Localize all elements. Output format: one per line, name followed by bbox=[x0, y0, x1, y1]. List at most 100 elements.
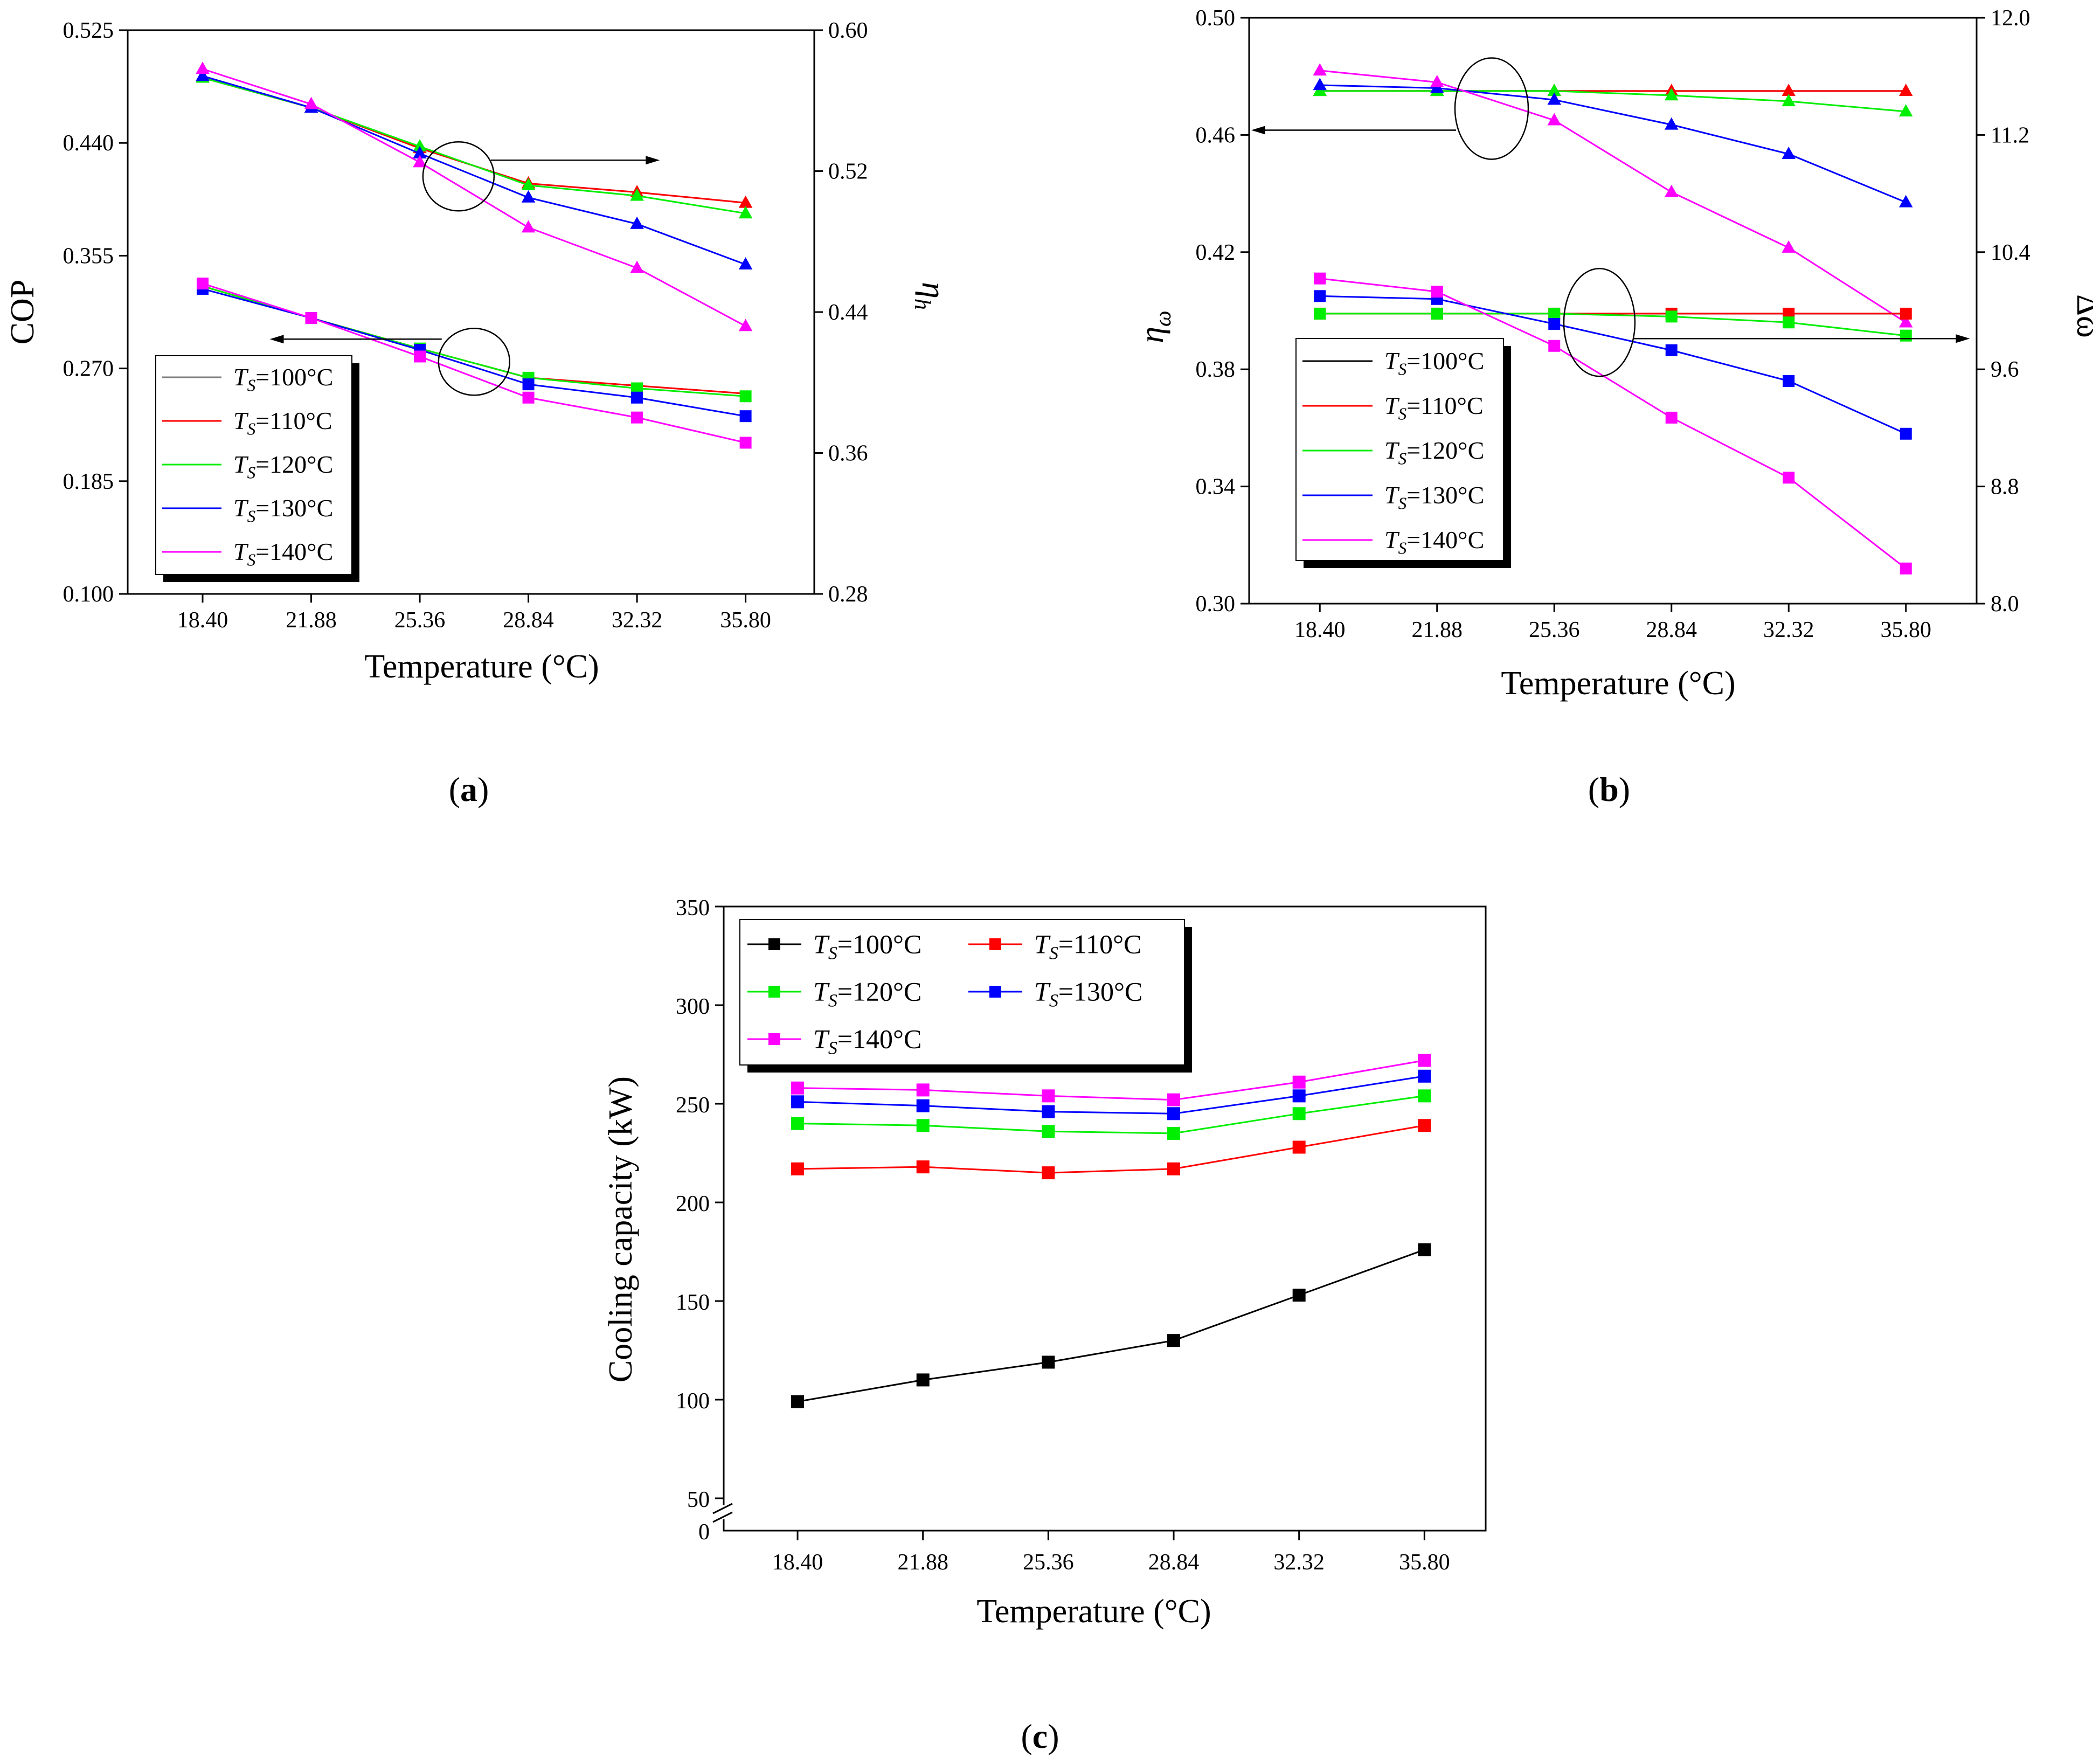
series-marker-7 bbox=[630, 188, 644, 201]
x-tick-label: 32.32 bbox=[1763, 618, 1814, 642]
legend-sub-0: S bbox=[1398, 359, 1407, 378]
axis-break-mark bbox=[712, 1511, 733, 1523]
legend-label-2: TS=120°C bbox=[1384, 437, 1484, 468]
y-left-tick-label: 0.100 bbox=[63, 582, 114, 607]
series-marker-4 bbox=[1430, 74, 1444, 87]
series-line-3 bbox=[798, 1075, 1425, 1115]
y-left-axis-eta: η bbox=[1134, 327, 1170, 343]
series-marker-9 bbox=[196, 61, 210, 74]
legend-t-3: T bbox=[1384, 481, 1400, 509]
series-marker-4 bbox=[1782, 240, 1796, 253]
y-right-tick-label: 8.0 bbox=[1991, 592, 2019, 617]
y-right-tick-label: 0.36 bbox=[828, 441, 868, 466]
x-tick-label: 18.40 bbox=[177, 608, 228, 633]
series-marker-1 bbox=[1782, 84, 1796, 96]
legend-sub-0: S bbox=[247, 376, 256, 395]
legend-label-0: TS=100°C bbox=[233, 363, 333, 395]
legend-marker-0 bbox=[768, 938, 780, 950]
series-marker-9 bbox=[1431, 286, 1443, 298]
series-marker-3 bbox=[739, 410, 752, 423]
annotation-arrow-head bbox=[1956, 334, 1970, 343]
series-marker-1 bbox=[1167, 1162, 1181, 1175]
series-marker-3 bbox=[1782, 147, 1796, 159]
y-left-tick-label: 0.355 bbox=[63, 244, 114, 268]
y-left-axis-label: ηω bbox=[1134, 310, 1176, 343]
y-left-axis-label: COP bbox=[4, 280, 41, 345]
x-tick-label: 18.40 bbox=[772, 1550, 823, 1575]
y-tick-label: 100 bbox=[676, 1389, 710, 1414]
y-right-tick-label: 8.8 bbox=[1991, 475, 2019, 500]
x-axis-label: Temperature (°C) bbox=[976, 1593, 1211, 1630]
x-tick-label: 21.88 bbox=[897, 1550, 948, 1575]
series-marker-3 bbox=[1042, 1105, 1055, 1118]
legend-label-4: TS=140°C bbox=[233, 538, 333, 569]
series-marker-9 bbox=[630, 260, 644, 273]
x-tick-label: 21.88 bbox=[286, 608, 337, 633]
legend-t-2: T bbox=[813, 977, 830, 1007]
series-marker-4 bbox=[1313, 63, 1327, 76]
legend-rest-0: =100°C bbox=[255, 363, 333, 391]
series-marker-8 bbox=[521, 190, 536, 203]
legend-rest-4: =140°C bbox=[255, 538, 333, 565]
y-left-tick-label: 0.270 bbox=[63, 357, 114, 382]
y-tick-label: 50 bbox=[687, 1488, 710, 1512]
legend-t-3: T bbox=[1034, 977, 1051, 1007]
series-marker-4 bbox=[305, 312, 317, 324]
series-marker-2 bbox=[1292, 1107, 1306, 1120]
legend-sub-0: S bbox=[828, 944, 837, 964]
series-marker-2 bbox=[739, 390, 752, 403]
x-tick-label: 28.84 bbox=[503, 608, 554, 633]
series-marker-3 bbox=[1313, 78, 1327, 91]
series-marker-9 bbox=[1548, 340, 1561, 352]
y-tick-label: 150 bbox=[676, 1290, 710, 1315]
legend-t-1: T bbox=[1034, 929, 1051, 959]
y-right-tick-label: 9.6 bbox=[1991, 357, 2019, 382]
series-marker-2 bbox=[791, 1117, 805, 1130]
series-marker-9 bbox=[1900, 562, 1912, 575]
legend-sub-1: S bbox=[247, 419, 256, 438]
series-marker-8 bbox=[738, 257, 753, 269]
legend-t-1: T bbox=[233, 407, 249, 434]
series-marker-7 bbox=[1314, 307, 1326, 320]
y-right-tick-label: 0.44 bbox=[828, 300, 868, 325]
panel-c-open: ( bbox=[1021, 1717, 1032, 1755]
y-right-axis-label: Δω bbox=[2070, 294, 2093, 338]
legend-t-2: T bbox=[1384, 437, 1400, 464]
series-marker-7 bbox=[1900, 329, 1912, 342]
x-tick-label: 25.36 bbox=[1529, 618, 1580, 642]
series-marker-9 bbox=[304, 96, 318, 109]
series-marker-3 bbox=[1664, 117, 1679, 130]
series-line-1 bbox=[798, 1124, 1425, 1174]
series-marker-7 bbox=[1783, 316, 1795, 329]
legend-sub-1: S bbox=[1049, 944, 1058, 964]
legend-marker-1 bbox=[989, 938, 1001, 950]
legend-label-4: TS=140°C bbox=[813, 1024, 921, 1059]
series-marker-1 bbox=[1042, 1166, 1055, 1180]
legend-label-0: TS=100°C bbox=[813, 929, 921, 964]
annotation-arrow-head bbox=[269, 335, 284, 344]
legend-rest-1: =110°C bbox=[1058, 929, 1142, 959]
series-marker-4 bbox=[196, 278, 209, 290]
legend-t-0: T bbox=[813, 929, 830, 959]
series-marker-3 bbox=[1167, 1107, 1181, 1120]
series-marker-2 bbox=[1898, 104, 1913, 117]
y-left-tick-label: 0.50 bbox=[1196, 6, 1236, 31]
y-right-tick-label: 0.28 bbox=[828, 582, 868, 607]
series-marker-4 bbox=[916, 1083, 930, 1097]
series-marker-0 bbox=[1292, 1289, 1306, 1302]
series-marker-4 bbox=[1898, 315, 1913, 328]
series-line-7 bbox=[1320, 313, 1906, 337]
legend-rest-2: =120°C bbox=[837, 977, 922, 1007]
x-tick-label: 28.84 bbox=[1148, 1550, 1200, 1575]
y-tick-label: 250 bbox=[676, 1093, 710, 1118]
legend-sub-4: S bbox=[828, 1039, 837, 1059]
series-line-3 bbox=[1320, 84, 1907, 203]
series-marker-4 bbox=[791, 1081, 805, 1095]
x-tick-label: 35.80 bbox=[1399, 1550, 1450, 1575]
y-right-tick-label: 11.2 bbox=[1991, 123, 2029, 148]
legend-label-1: TS=110°C bbox=[1384, 392, 1484, 423]
legend-sub-4: S bbox=[1398, 538, 1407, 557]
legend-sub-2: S bbox=[1398, 449, 1407, 468]
legend-box bbox=[1295, 338, 1504, 561]
